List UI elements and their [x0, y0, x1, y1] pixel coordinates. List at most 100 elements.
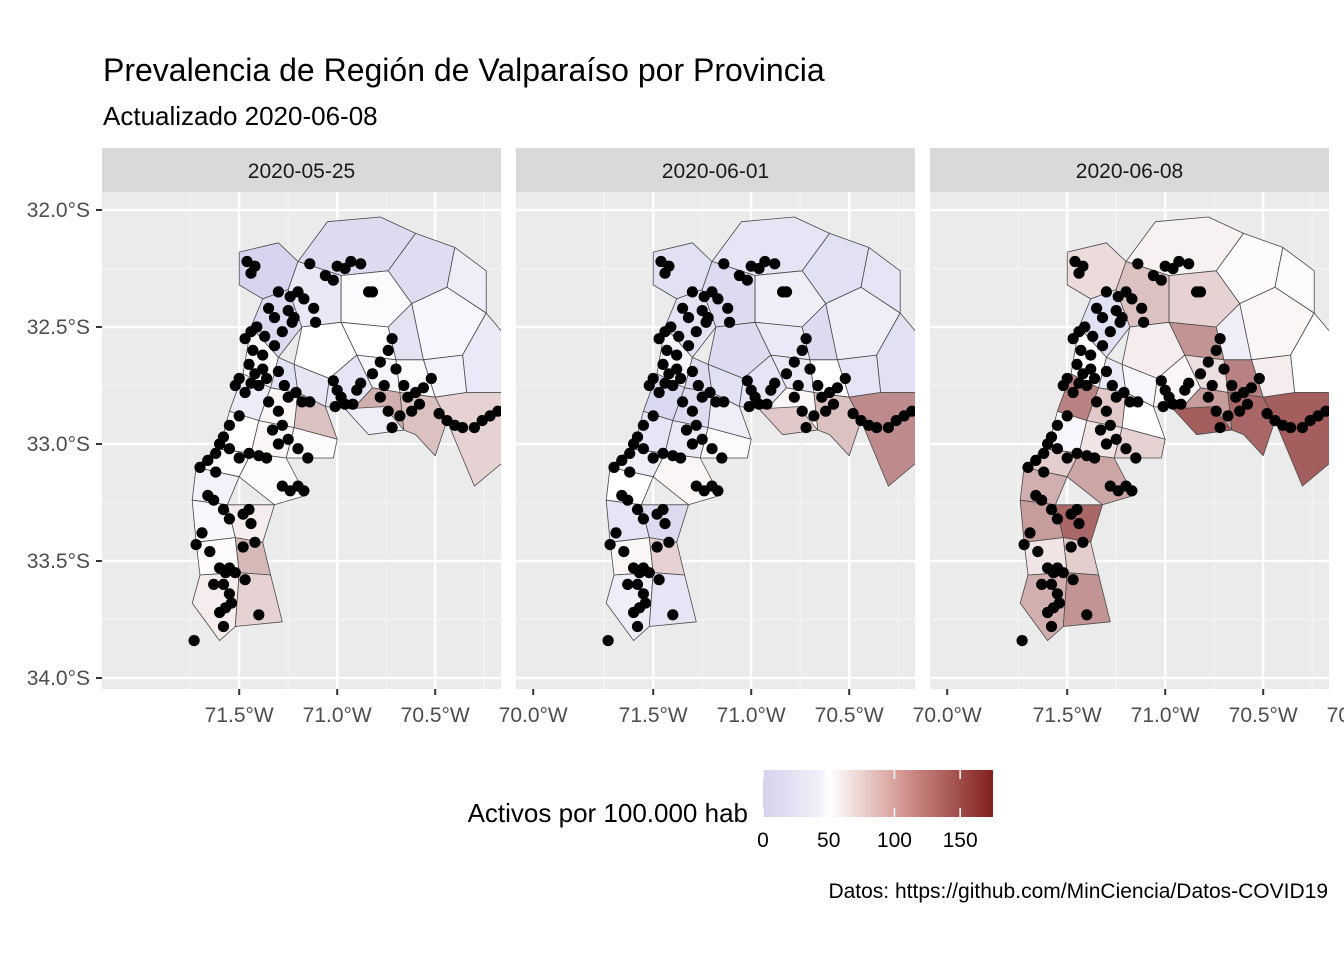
- x-tick-label: 70.0°W: [913, 704, 982, 727]
- case-point: [651, 541, 663, 553]
- case-point: [298, 293, 310, 305]
- case-point: [741, 274, 753, 286]
- legend: Activos por 100.000 hab 0 50 100 150: [468, 770, 993, 852]
- case-point: [1071, 447, 1083, 459]
- case-point: [239, 574, 251, 586]
- case-point: [1096, 312, 1109, 324]
- x-tick-label: 71.0°W: [1131, 704, 1200, 727]
- case-point: [1071, 503, 1083, 516]
- commune-polygon: [234, 572, 283, 627]
- case-point: [1032, 546, 1044, 558]
- facet-strip-label: 2020-06-01: [662, 160, 769, 183]
- y-tick-label: 34.0°S: [27, 667, 90, 690]
- case-point: [1218, 363, 1230, 375]
- case-point: [602, 635, 614, 647]
- case-point: [1124, 396, 1136, 408]
- case-point: [1214, 333, 1226, 345]
- case-point: [745, 260, 757, 272]
- case-point: [637, 513, 650, 525]
- facet-panel: 2020-05-25 71.5°W 71.0°W 70.5°W 70.0°W: [102, 148, 568, 727]
- case-point: [624, 466, 636, 478]
- x-tick-label: 71.0°W: [303, 704, 372, 727]
- case-point: [1096, 340, 1109, 352]
- case-point: [202, 454, 214, 466]
- y-tick-label: 32.0°S: [27, 199, 90, 222]
- case-point: [390, 363, 402, 375]
- case-point: [741, 375, 753, 387]
- case-point: [239, 333, 251, 345]
- case-point: [386, 333, 398, 345]
- case-point: [257, 349, 269, 361]
- case-point: [696, 433, 708, 445]
- case-point: [1071, 358, 1083, 370]
- case-point: [796, 344, 808, 356]
- case-point: [1065, 541, 1077, 553]
- case-point: [628, 606, 640, 619]
- case-point: [1085, 349, 1097, 361]
- facet-strip: [516, 148, 915, 192]
- case-point: [1016, 635, 1028, 647]
- y-axis: 32.0°S 32.5°S 33.0°S 33.5°S 34.0°S: [27, 199, 102, 690]
- case-point: [1320, 405, 1329, 417]
- x-tick-label: 70.5°W: [815, 704, 884, 727]
- case-point: [722, 302, 734, 314]
- case-point: [1296, 422, 1308, 434]
- case-point: [233, 410, 245, 422]
- case-point: [1061, 452, 1073, 464]
- case-point: [637, 588, 650, 600]
- case-point: [1081, 379, 1093, 392]
- case-point: [296, 396, 308, 408]
- case-point: [622, 578, 634, 591]
- case-point: [847, 408, 859, 420]
- case-point: [718, 396, 730, 408]
- case-point: [194, 461, 206, 473]
- case-point: [253, 609, 265, 621]
- case-point: [628, 438, 640, 450]
- x-tick-label: 70.0°W: [499, 704, 568, 727]
- case-point: [268, 340, 281, 352]
- case-point: [831, 382, 844, 394]
- case-point: [298, 485, 310, 497]
- case-point: [631, 503, 644, 516]
- x-tick-label: 70.0°W: [1327, 704, 1344, 727]
- case-point: [661, 344, 673, 356]
- case-point: [792, 379, 804, 392]
- case-point: [1202, 391, 1214, 403]
- case-point: [492, 405, 501, 417]
- commune-polygon: [648, 572, 697, 627]
- case-point: [1194, 286, 1207, 298]
- case-point: [657, 358, 669, 370]
- case-point: [716, 452, 728, 464]
- case-point: [1118, 386, 1130, 399]
- case-point: [780, 286, 793, 298]
- case-point: [1100, 365, 1112, 378]
- case-point: [1234, 405, 1246, 417]
- case-point: [1138, 316, 1150, 328]
- case-point: [1194, 368, 1207, 380]
- case-point: [631, 578, 644, 591]
- case-point: [1253, 372, 1265, 385]
- case-point: [1106, 379, 1118, 392]
- case-point: [1285, 422, 1297, 434]
- case-point: [1210, 344, 1222, 356]
- case-point: [253, 379, 265, 392]
- case-point: [1328, 406, 1329, 412]
- case-point: [1051, 588, 1063, 600]
- case-point: [706, 443, 718, 455]
- case-point: [398, 379, 410, 392]
- case-point: [1241, 398, 1254, 410]
- case-point: [1073, 518, 1085, 530]
- legend-tick-label: 100: [877, 829, 912, 852]
- case-point: [761, 398, 773, 410]
- case-point: [251, 321, 263, 333]
- case-point: [1130, 452, 1142, 464]
- case-point: [780, 368, 793, 380]
- case-point: [1261, 408, 1273, 420]
- case-point: [677, 396, 689, 408]
- case-point: [223, 513, 235, 525]
- case-point: [263, 302, 275, 314]
- case-point: [1159, 260, 1171, 272]
- case-point: [1073, 267, 1085, 279]
- case-point: [718, 258, 730, 270]
